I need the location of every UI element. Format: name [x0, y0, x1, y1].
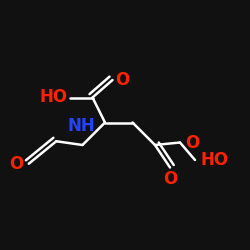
Text: O: O	[185, 134, 199, 152]
Text: HO: HO	[40, 88, 68, 106]
Text: NH: NH	[68, 117, 95, 135]
Text: O: O	[115, 71, 129, 89]
Text: HO: HO	[200, 151, 228, 169]
Text: O: O	[10, 155, 24, 173]
Text: O: O	[163, 170, 177, 188]
